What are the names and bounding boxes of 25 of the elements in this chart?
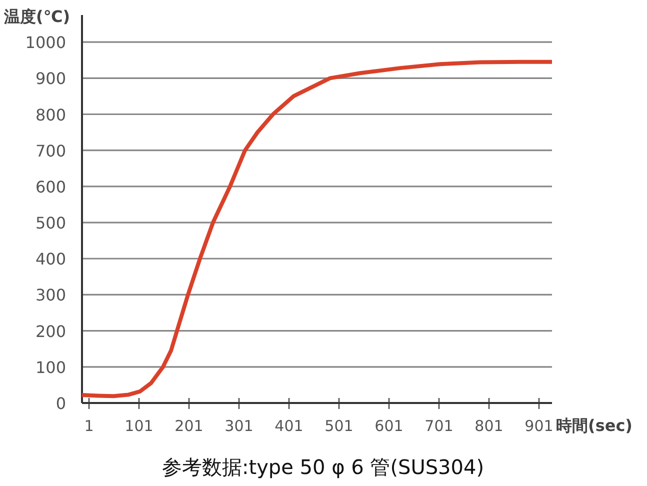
line-series	[80, 60, 554, 398]
y-tick-label: 500	[35, 214, 66, 233]
y-tick-label: 400	[35, 250, 66, 269]
y-axis-title: 温度(℃)	[3, 7, 70, 26]
x-tick-label: 801	[474, 417, 504, 435]
x-tick-label: 1	[84, 417, 94, 435]
y-tick-label: 100	[35, 358, 66, 377]
y-tick-label: 800	[35, 105, 66, 124]
x-axis-title: 時間(sec)	[556, 416, 632, 435]
y-tick-label: 1000	[25, 33, 66, 52]
x-tick-label: 401	[274, 417, 304, 435]
x-tick-label: 701	[424, 417, 454, 435]
y-tick-label: 700	[35, 141, 66, 160]
x-tick-label: 901	[524, 417, 554, 435]
y-tick-label: 200	[35, 322, 66, 341]
text: 参考数据:type 50 φ 6 管(SUS304)	[162, 455, 484, 479]
y-tick-label: 600	[35, 177, 66, 196]
y-tick-label: 0	[56, 394, 66, 413]
y-tick-label: 900	[35, 69, 66, 88]
x-tick-label: 501	[324, 417, 354, 435]
x-tick-label: 601	[374, 417, 404, 435]
x-tick-label: 201	[174, 417, 204, 435]
x-tick-label: 101	[124, 417, 154, 435]
y-tick-label: 300	[35, 286, 66, 305]
x-tick-label: 301	[224, 417, 254, 435]
